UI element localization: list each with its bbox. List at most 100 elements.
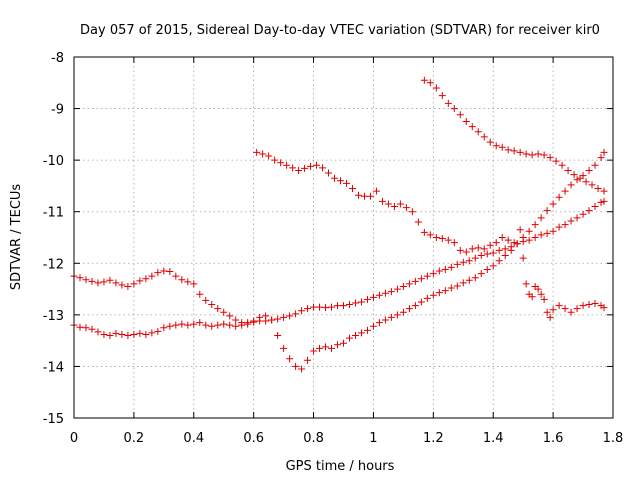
data-point xyxy=(411,277,419,285)
data-point xyxy=(471,274,479,282)
data-point xyxy=(154,327,162,335)
data-point xyxy=(88,325,96,333)
y-tick-label: -8 xyxy=(51,51,64,66)
data-point xyxy=(334,341,342,349)
data-point xyxy=(357,298,365,306)
data-point xyxy=(202,321,210,329)
data-point xyxy=(462,117,470,125)
data-point xyxy=(549,200,557,208)
y-tick-label: -11 xyxy=(43,206,64,221)
data-point xyxy=(432,84,440,92)
data-point xyxy=(375,319,383,327)
data-point xyxy=(301,164,309,172)
data-point xyxy=(363,295,371,303)
data-point xyxy=(561,305,569,313)
data-point xyxy=(471,254,479,262)
data-point xyxy=(522,280,530,288)
data-point xyxy=(256,317,264,325)
x-tick-label: 0.4 xyxy=(183,431,204,446)
data-point xyxy=(567,308,575,316)
data-point xyxy=(567,217,575,225)
data-point xyxy=(130,280,138,288)
data-point xyxy=(417,275,425,283)
data-point xyxy=(342,179,350,187)
x-tick-label: 1.8 xyxy=(603,431,624,446)
data-point xyxy=(495,257,503,265)
data-point xyxy=(450,239,458,247)
data-point xyxy=(280,313,288,321)
data-point xyxy=(504,146,512,154)
data-point xyxy=(82,324,90,332)
data-point xyxy=(304,305,312,313)
data-point xyxy=(435,289,443,297)
data-point xyxy=(232,316,240,324)
data-point xyxy=(295,166,303,174)
data-point xyxy=(160,267,168,275)
x-tick-label: 0.6 xyxy=(243,431,264,446)
data-point xyxy=(480,133,488,141)
plot-frame xyxy=(73,56,614,419)
data-point xyxy=(537,214,545,222)
data-point xyxy=(319,164,327,172)
y-tick-label: -12 xyxy=(43,257,64,272)
data-point xyxy=(100,330,108,338)
data-point xyxy=(112,279,120,287)
data-point xyxy=(540,151,548,159)
series-track-3 xyxy=(253,148,608,321)
data-point xyxy=(474,128,482,136)
data-point xyxy=(76,323,84,331)
data-point xyxy=(316,344,324,352)
data-point xyxy=(525,236,533,244)
x-tick-label: 1 xyxy=(369,431,377,446)
data-point xyxy=(345,301,353,309)
data-point xyxy=(214,321,222,329)
data-point xyxy=(184,278,192,286)
data-point xyxy=(426,231,434,239)
data-point xyxy=(142,275,150,283)
chart-title: Day 057 of 2015, Sidereal Day-to-day VTE… xyxy=(80,23,600,38)
data-point xyxy=(307,162,315,170)
data-point xyxy=(522,150,530,158)
data-point xyxy=(489,262,497,270)
data-point xyxy=(253,148,261,156)
data-point xyxy=(561,221,569,229)
data-point xyxy=(447,284,455,292)
data-point xyxy=(160,324,168,332)
data-point xyxy=(390,203,398,211)
data-point xyxy=(513,240,521,248)
data-point xyxy=(510,239,518,247)
y-axis-label: SDTVAR / TECUs xyxy=(9,184,24,291)
x-axis-label: GPS time / hours xyxy=(286,459,395,474)
data-point xyxy=(372,187,380,195)
data-point xyxy=(573,176,581,184)
data-point xyxy=(100,278,108,286)
data-point xyxy=(423,294,431,302)
data-point xyxy=(298,365,306,373)
data-point xyxy=(154,269,162,277)
data-point xyxy=(474,244,482,252)
data-point xyxy=(579,302,587,310)
data-point xyxy=(564,166,572,174)
data-point xyxy=(441,287,449,295)
data-point xyxy=(220,308,228,316)
data-point xyxy=(429,291,437,299)
data-point xyxy=(543,308,551,316)
data-point xyxy=(393,311,401,319)
data-point xyxy=(495,246,503,254)
data-point xyxy=(492,142,500,150)
data-point xyxy=(178,320,186,328)
data-point xyxy=(429,270,437,278)
data-point xyxy=(226,312,234,320)
data-point xyxy=(304,356,312,364)
data-point xyxy=(456,111,464,119)
data-point xyxy=(456,246,464,254)
data-point xyxy=(438,92,446,100)
data-point xyxy=(208,322,216,330)
data-point xyxy=(345,334,353,342)
x-tick-label: 0.8 xyxy=(303,431,324,446)
data-point xyxy=(465,257,473,265)
data-point xyxy=(594,185,602,193)
data-point xyxy=(489,249,497,257)
data-point xyxy=(417,298,425,306)
data-point xyxy=(351,299,359,307)
